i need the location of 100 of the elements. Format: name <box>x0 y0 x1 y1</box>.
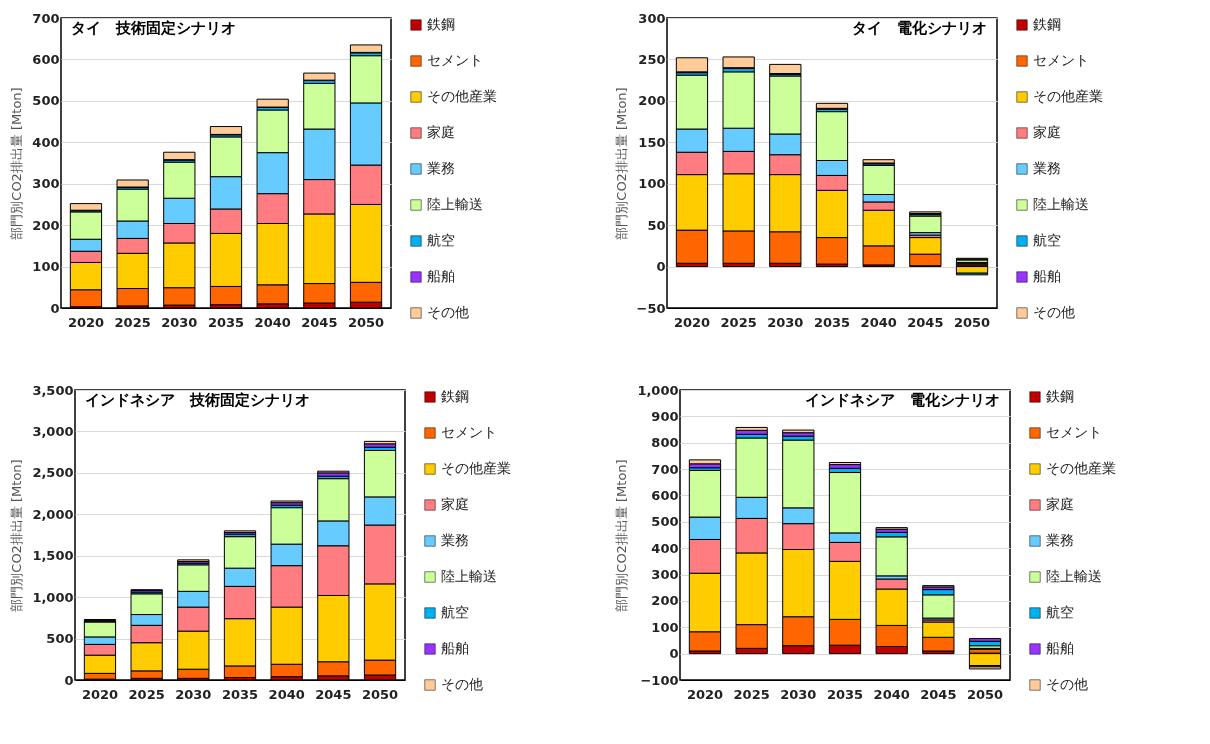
y-tick-label: 500 <box>32 93 60 109</box>
x-tick-label: 2030 <box>175 686 212 702</box>
legend-label: セメント <box>1033 52 1089 68</box>
legend-label: その他産業 <box>1046 460 1116 476</box>
x-tick-label: 2050 <box>953 314 991 330</box>
y-tick-label: 0 <box>64 672 74 688</box>
legend-label: 船舶 <box>441 640 469 656</box>
y-tick-label: 700 <box>651 461 679 477</box>
legend-label: その他 <box>1046 676 1088 692</box>
y-tick-label: 400 <box>32 134 60 150</box>
y-tick-label: 50 <box>647 217 666 233</box>
x-tick-label: 2035 <box>826 686 864 702</box>
legend-label: その他 <box>1033 304 1075 320</box>
legend-label: セメント <box>441 424 497 440</box>
legend-label: 鉄鋼 <box>1046 388 1074 404</box>
y-tick-label: 700 <box>32 10 60 26</box>
x-tick-label: 2020 <box>67 314 105 330</box>
legend-label: その他 <box>427 304 469 320</box>
legend-label: 業務 <box>1046 532 1074 548</box>
legend-label: その他産業 <box>1033 88 1103 104</box>
legend-label: 船舶 <box>1033 268 1061 284</box>
y-tick-label: −100 <box>640 672 679 688</box>
chart-title: インドネシア 技術固定シナリオ <box>85 391 310 409</box>
legend-label: 船舶 <box>1046 640 1074 656</box>
legend-label: 業務 <box>427 160 455 176</box>
y-tick-label: 3,000 <box>32 423 74 439</box>
legend-label: セメント <box>427 52 483 68</box>
x-tick-label: 2050 <box>347 314 385 330</box>
y-axis-title: 部門別CO2排出量 [Mton] <box>614 459 630 612</box>
y-tick-label: 100 <box>638 176 666 192</box>
y-tick-label: 2,500 <box>32 465 74 481</box>
y-tick-label: 600 <box>651 487 679 503</box>
y-tick-label: 1,500 <box>32 548 74 564</box>
legend-label: 航空 <box>427 232 455 248</box>
x-tick-label: 2020 <box>673 314 711 330</box>
x-tick-label: 2045 <box>907 314 944 330</box>
y-tick-label: 200 <box>638 93 666 109</box>
legend-label: 陸上輸送 <box>1046 568 1102 584</box>
legend-label: 航空 <box>441 604 469 620</box>
y-tick-label: 300 <box>638 10 666 26</box>
y-tick-label: 500 <box>46 631 74 647</box>
legend-label: 鉄鋼 <box>1033 16 1061 32</box>
y-tick-label: 3,500 <box>32 382 74 398</box>
x-tick-label: 2025 <box>733 686 770 702</box>
x-tick-label: 2045 <box>301 314 338 330</box>
y-axis-title: 部門別CO2排出量 [Mton] <box>9 459 25 612</box>
legend-label: 家庭 <box>427 124 455 140</box>
chart-title: タイ 技術固定シナリオ <box>71 19 236 37</box>
x-tick-label: 2050 <box>361 686 399 702</box>
y-tick-label: 150 <box>638 134 666 150</box>
x-tick-label: 2040 <box>873 686 910 702</box>
legend-label: 家庭 <box>1033 124 1061 140</box>
y-tick-label: 200 <box>651 593 679 609</box>
legend-label: 陸上輸送 <box>441 568 497 584</box>
chart-title: タイ 電化シナリオ <box>852 19 987 37</box>
x-tick-label: 2020 <box>81 686 119 702</box>
y-tick-label: 250 <box>638 51 666 67</box>
legend-label: 鉄鋼 <box>441 388 469 404</box>
x-tick-label: 2035 <box>207 314 245 330</box>
x-tick-label: 2025 <box>128 686 165 702</box>
x-tick-label: 2025 <box>114 314 151 330</box>
legend-label: 家庭 <box>441 496 469 512</box>
y-axis-title: 部門別CO2排出量 [Mton] <box>9 87 25 240</box>
legend-label: セメント <box>1046 424 1102 440</box>
x-tick-label: 2025 <box>720 314 757 330</box>
legend-label: 船舶 <box>427 268 455 284</box>
legend-label: その他産業 <box>441 460 511 476</box>
legend-label: 鉄鋼 <box>427 16 455 32</box>
y-tick-label: 0 <box>656 259 666 275</box>
y-tick-label: 300 <box>651 567 679 583</box>
legend-label: 業務 <box>1033 160 1061 176</box>
x-tick-label: 2030 <box>767 314 804 330</box>
x-tick-label: 2045 <box>920 686 957 702</box>
legend-label: 航空 <box>1033 232 1061 248</box>
x-tick-label: 2040 <box>268 686 305 702</box>
y-tick-label: 600 <box>32 51 60 67</box>
legend-label: 業務 <box>441 532 469 548</box>
y-tick-label: 400 <box>651 540 679 556</box>
y-tick-label: 2,000 <box>32 506 74 522</box>
y-tick-label: 0 <box>50 300 60 316</box>
x-tick-label: 2040 <box>254 314 291 330</box>
x-tick-label: 2035 <box>813 314 851 330</box>
y-tick-label: 100 <box>32 259 60 275</box>
legend-label: 家庭 <box>1046 496 1074 512</box>
y-tick-label: 0 <box>669 646 679 662</box>
legend-label: 陸上輸送 <box>427 196 483 212</box>
y-tick-label: 900 <box>651 408 679 424</box>
y-tick-label: −50 <box>636 300 666 316</box>
x-tick-label: 2020 <box>686 686 724 702</box>
y-tick-label: 300 <box>32 176 60 192</box>
legend-label: 陸上輸送 <box>1033 196 1089 212</box>
x-tick-label: 2050 <box>966 686 1004 702</box>
chart-title: インドネシア 電化シナリオ <box>805 391 1000 409</box>
y-tick-label: 200 <box>32 217 60 233</box>
x-tick-label: 2030 <box>161 314 198 330</box>
x-tick-label: 2045 <box>315 686 352 702</box>
x-tick-label: 2035 <box>221 686 259 702</box>
y-tick-label: 1,000 <box>32 589 74 605</box>
y-tick-label: 100 <box>651 619 679 635</box>
legend-label: 航空 <box>1046 604 1074 620</box>
